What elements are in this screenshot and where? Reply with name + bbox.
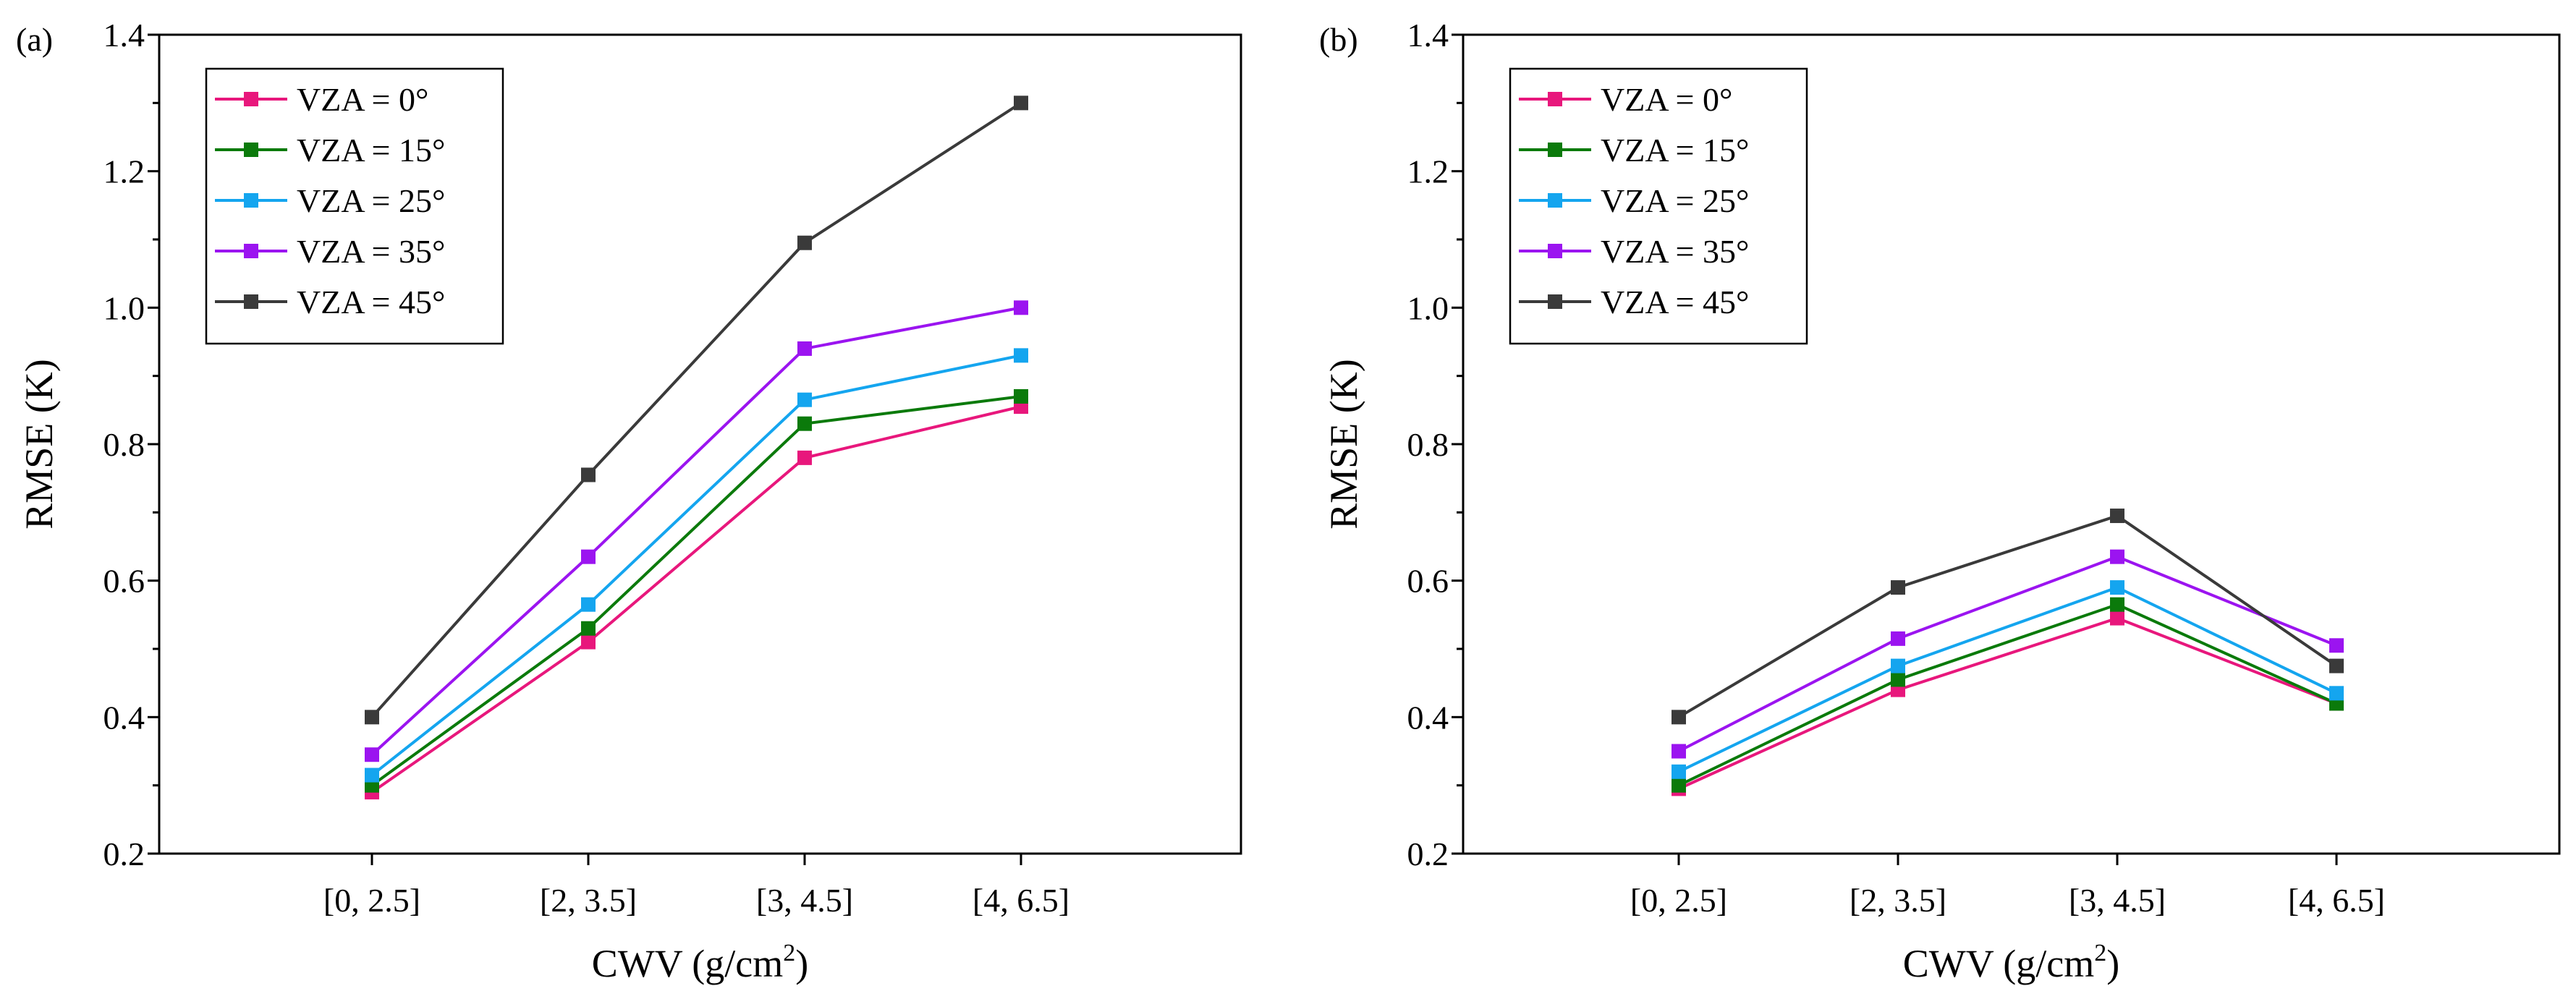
y-tick-label: 1.0: [103, 289, 145, 326]
legend-marker: [1548, 92, 1562, 106]
series-line: [1678, 603, 2337, 787]
data-point: [581, 621, 596, 636]
series-line: [1678, 585, 2337, 773]
y-axis-title: RMSE (K): [1322, 359, 1365, 530]
series-line: [1677, 514, 2338, 719]
y-tick-label: 0.4: [103, 699, 145, 736]
data-point: [1672, 744, 1686, 759]
x-tick-label: [2, 3.5]: [1850, 882, 1946, 919]
series-line: [370, 101, 1022, 718]
data-point: [797, 235, 812, 250]
data-point: [1014, 300, 1028, 315]
legend-label: VZA = 35°: [1601, 233, 1749, 270]
data-point: [2110, 580, 2124, 595]
data-point: [1891, 658, 1905, 673]
data-point: [1672, 778, 1686, 793]
data-point: [2329, 638, 2344, 653]
legend-label: VZA = 0°: [297, 81, 428, 118]
x-tick-label: [0, 2.5]: [1630, 882, 1727, 919]
panel-label: (a): [16, 21, 53, 58]
y-axis-title: RMSE (K): [17, 359, 61, 530]
x-tick-label: [4, 6.5]: [973, 882, 1069, 919]
legend-label: VZA = 45°: [297, 284, 445, 320]
legend-label: VZA = 15°: [297, 132, 445, 169]
data-point: [581, 467, 596, 483]
x-axis-title: CWV (g/cm2): [592, 940, 808, 985]
chart-panel-a: (a) 0.2 0.4 0.6 0.8 1.0 1.2 1.4 [0, 2.5] [2, 3.5]…: [16, 17, 1242, 985]
x-tick-label: [4, 6.5]: [2288, 882, 2385, 919]
series-line: [370, 306, 1022, 756]
data-point: [581, 634, 596, 650]
legend-label: VZA = 0°: [1601, 81, 1732, 118]
legend-marker: [244, 92, 258, 106]
series-line: [370, 394, 1022, 787]
legend-marker: [244, 193, 258, 208]
legend-label: VZA = 35°: [297, 233, 445, 270]
data-point: [2329, 658, 2344, 673]
series-line: [370, 354, 1022, 777]
legend-marker: [1548, 143, 1562, 157]
data-point: [365, 747, 379, 762]
y-tick-label: 1.0: [1407, 289, 1449, 326]
y-tick-label: 0.6: [1407, 563, 1449, 600]
x-tick-label: [2, 3.5]: [540, 882, 637, 919]
data-point: [797, 450, 812, 465]
y-tick-label: 0.2: [103, 836, 145, 872]
y-tick-label: 0.2: [1407, 836, 1449, 872]
legend-marker: [244, 143, 258, 157]
series-line: [1678, 555, 2337, 753]
data-point: [1014, 348, 1028, 363]
y-tick-label: 0.4: [1407, 699, 1449, 736]
data-point: [365, 768, 379, 783]
data-point: [1014, 95, 1028, 111]
series-line: [1678, 616, 2337, 791]
y-tick-label: 1.2: [1407, 153, 1449, 190]
data-point: [2110, 549, 2124, 564]
data-point: [581, 549, 596, 564]
data-point: [2110, 611, 2124, 626]
data-point: [1672, 710, 1686, 725]
legend-marker: [1548, 294, 1562, 309]
data-point: [581, 597, 596, 612]
legend-label: VZA = 25°: [1601, 182, 1749, 219]
data-point: [365, 710, 379, 725]
legend-label: VZA = 15°: [1601, 132, 1749, 169]
x-tick-label: [3, 4.5]: [756, 882, 853, 919]
legend-marker: [244, 244, 258, 258]
panel-label: (b): [1319, 21, 1358, 58]
y-tick-label: 1.4: [1407, 17, 1449, 54]
data-point: [1891, 580, 1905, 595]
data-point: [797, 416, 812, 431]
y-tick-label: 0.8: [1407, 426, 1449, 463]
chart-panel-b: (b) 0.2 0.4 0.6 0.8 1.0 1.2 1.4 [0, 2.5] [2, 3.5]…: [1319, 17, 2561, 985]
data-point: [1891, 631, 1905, 646]
legend-marker: [244, 294, 258, 309]
x-tick-label: [0, 2.5]: [323, 882, 420, 919]
data-point: [2110, 597, 2124, 612]
data-point: [797, 341, 812, 356]
data-point: [1672, 764, 1686, 779]
x-axis-title: CWV (g/cm2): [1903, 940, 2119, 985]
data-point: [1891, 672, 1905, 687]
series-line: [370, 405, 1022, 794]
legend-label: VZA = 25°: [297, 182, 445, 219]
data-point: [797, 392, 812, 407]
legend-marker: [1548, 193, 1562, 208]
data-point: [1014, 388, 1028, 404]
data-point: [2110, 509, 2124, 524]
legend-marker: [1548, 244, 1562, 258]
y-tick-label: 0.6: [103, 563, 145, 600]
x-tick-label: [3, 4.5]: [2069, 882, 2166, 919]
legend-label: VZA = 45°: [1601, 284, 1749, 320]
y-tick-label: 1.2: [103, 153, 145, 190]
data-point: [2329, 686, 2344, 701]
y-tick-label: 1.4: [103, 17, 145, 54]
y-tick-label: 0.8: [103, 426, 145, 463]
